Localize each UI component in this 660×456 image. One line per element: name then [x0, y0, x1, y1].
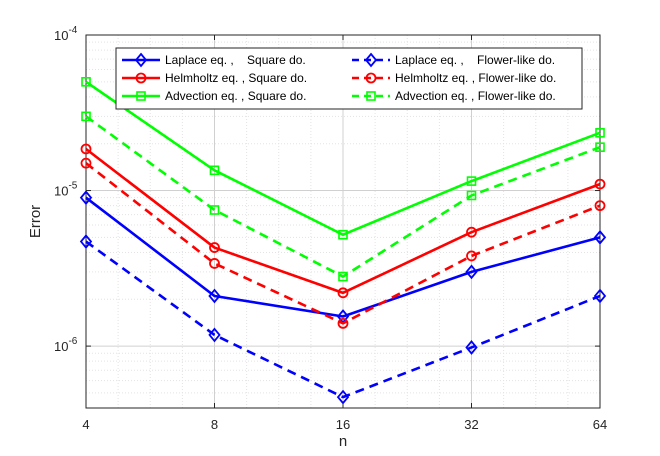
legend-box — [115, 47, 583, 110]
square-marker — [595, 128, 605, 138]
tick-labels: 4 8 16 32 64 10-6 10-5 10-4 — [54, 25, 607, 432]
x-tick-label: 8 — [211, 417, 218, 432]
diamond-marker — [593, 288, 607, 304]
legend-label: Advection eq. , Flower-like do. — [395, 89, 556, 103]
x-tick-label: 32 — [464, 417, 478, 432]
legend: Laplace eq. , Square do. Helmholtz eq. , … — [115, 47, 583, 110]
series-laplace-eq-flower-like-do — [79, 234, 607, 405]
circle-marker — [337, 287, 349, 299]
legend-label: Laplace eq. , Square do. — [165, 53, 306, 67]
series-line — [85, 115, 601, 278]
diamond-marker — [593, 229, 607, 245]
y-axis-label: Error — [27, 205, 44, 238]
square-marker — [338, 271, 348, 282]
diamond-marker — [79, 190, 93, 206]
series-line — [85, 162, 601, 325]
diamond-marker — [208, 327, 221, 343]
circle-marker — [337, 317, 349, 329]
x-tick-label: 16 — [336, 417, 350, 432]
diamond-marker — [465, 264, 478, 280]
square-marker — [81, 77, 91, 87]
circle-marker — [594, 178, 606, 190]
legend-item: Laplace eq. , Flower-like do. — [352, 52, 555, 68]
legend-label: Helmholtz eq. , Square do. — [165, 71, 307, 85]
circle-marker — [209, 242, 220, 253]
square-marker — [366, 91, 376, 101]
series-line — [85, 196, 601, 318]
circle-marker — [209, 258, 220, 269]
diamond-marker — [364, 52, 378, 68]
diamond-marker — [208, 288, 221, 304]
square-marker — [209, 205, 220, 215]
series-line — [85, 240, 601, 399]
square-marker — [209, 165, 220, 176]
square-marker — [595, 142, 605, 152]
square-marker — [466, 176, 477, 186]
circle-marker — [466, 250, 477, 262]
circle-marker — [594, 200, 606, 212]
series-laplace-eq-square-do — [79, 190, 607, 324]
square-marker — [466, 190, 477, 201]
square-marker — [136, 91, 146, 101]
series-helmholtz-eq-flower-like-do — [80, 157, 606, 329]
x-tick-label: 64 — [593, 417, 607, 432]
diamond-marker — [79, 234, 93, 249]
square-marker — [338, 229, 348, 240]
series-advection-eq-flower-like-do — [81, 111, 605, 282]
series-helmholtz-eq-square-do — [80, 143, 606, 299]
legend-label: Advection eq. , Square do. — [165, 89, 306, 103]
circle-marker — [466, 226, 477, 238]
y-tick-label: 10-6 — [54, 336, 78, 354]
series-group — [79, 77, 607, 405]
y-tick-label: 10-5 — [54, 181, 78, 199]
circle-marker — [135, 72, 147, 84]
diamond-marker — [465, 340, 478, 355]
legend-label: Laplace eq. , Flower-like do. — [395, 53, 555, 67]
legend-item: Advection eq. , Square do. — [122, 89, 306, 103]
y-tick-label: 10-4 — [54, 25, 78, 43]
series-line — [85, 147, 601, 295]
legend-label: Helmholtz eq. , Flower-like do. — [395, 71, 556, 85]
x-tick-label: 4 — [82, 417, 89, 432]
legend-item: Helmholtz eq. , Square do. — [122, 71, 307, 85]
legend-item: Advection eq. , Flower-like do. — [352, 89, 556, 103]
legend-item: Laplace eq. , Square do. — [122, 52, 306, 68]
series-line — [85, 80, 601, 237]
circle-marker — [365, 72, 377, 84]
x-axis-label: n — [339, 433, 347, 450]
square-marker — [81, 111, 91, 122]
circle-marker — [80, 143, 92, 155]
legend-item: Helmholtz eq. , Flower-like do. — [352, 71, 556, 85]
diamond-marker — [134, 52, 148, 68]
series-advection-eq-square-do — [81, 77, 605, 240]
circle-marker — [80, 157, 92, 169]
